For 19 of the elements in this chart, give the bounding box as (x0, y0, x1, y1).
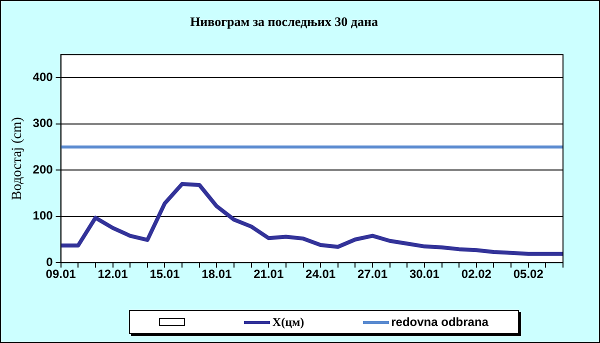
y-tick-label: 400 (32, 70, 54, 84)
x-tick-label: 18.01 (202, 267, 232, 282)
x-tick-label: 02.02 (461, 267, 492, 282)
x-tick-label: 12.01 (98, 267, 128, 282)
x-tick-label: 24.01 (306, 267, 336, 282)
y-tick-label: 300 (32, 116, 54, 130)
y-tick-label: 0 (46, 254, 54, 269)
y-tick-label: 100 (32, 208, 54, 223)
chart-title: Нивограм за последњих 30 дана (190, 14, 378, 30)
legend-label: redovna odbrana (391, 315, 488, 329)
x-tick-label: 27.01 (358, 267, 388, 282)
x-tick-label: 05.02 (513, 267, 544, 282)
x-tick-label: 30.01 (409, 267, 440, 282)
y-axis-title: Водостај (cm) (10, 116, 26, 200)
x-tick-label: 09.01 (46, 267, 76, 282)
x-tick-label: 15.01 (150, 267, 180, 282)
y-tick-label: 200 (32, 162, 54, 176)
legend-label: X(цм) (272, 314, 304, 330)
x-tick-label: 21.01 (254, 267, 284, 282)
